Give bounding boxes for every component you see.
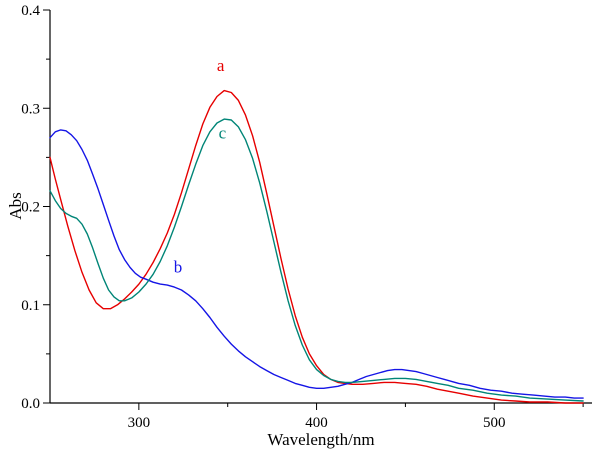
x-tick-label: 500 — [483, 415, 506, 431]
curve-label-b: b — [174, 257, 183, 276]
y-tick-label: 0.1 — [21, 298, 40, 314]
y-tick-label: 0.0 — [21, 396, 40, 412]
y-tick-label: 0.4 — [21, 3, 40, 19]
y-axis-title: Abs — [6, 192, 25, 220]
x-axis-title: Wavelength/nm — [267, 430, 375, 449]
curve-label-a: a — [217, 56, 225, 75]
series-b-curve — [49, 129, 584, 399]
series-a-curve — [49, 89, 584, 404]
series-c-curve — [49, 118, 584, 402]
x-tick-label: 400 — [305, 415, 328, 431]
x-tick-label: 300 — [128, 415, 151, 431]
y-tick-label: 0.3 — [21, 101, 40, 117]
y-tick-label: 0.2 — [21, 200, 40, 216]
curve-label-c: c — [219, 124, 227, 143]
